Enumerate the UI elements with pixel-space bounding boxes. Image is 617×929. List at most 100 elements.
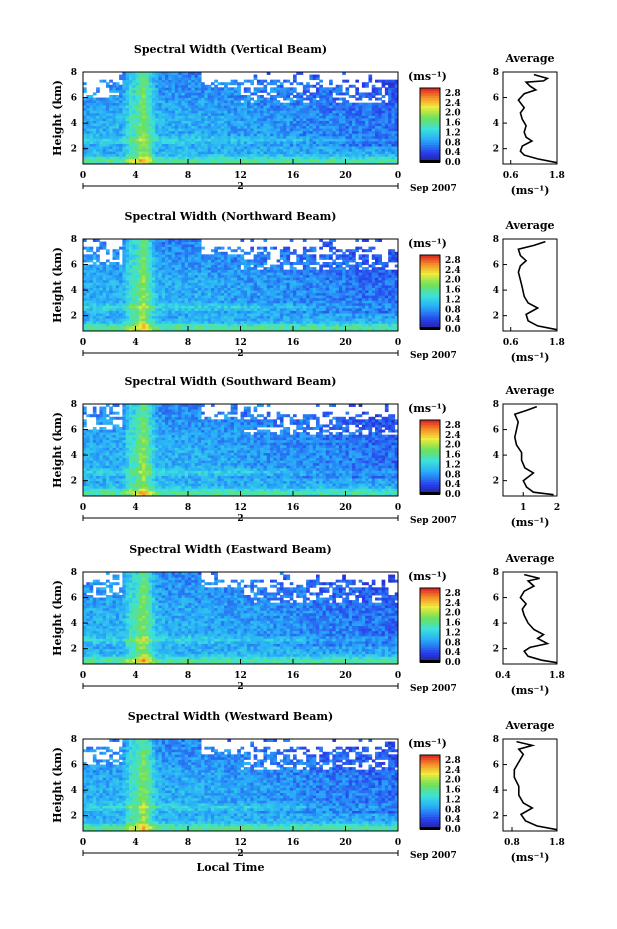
heatmap-cell bbox=[224, 315, 228, 319]
heatmap-cell bbox=[348, 120, 353, 124]
heatmap-cell bbox=[260, 325, 264, 329]
heatmap-cell bbox=[174, 123, 179, 127]
heatmap-cell bbox=[250, 295, 255, 299]
heatmap-cell bbox=[355, 120, 360, 124]
heatmap-cell bbox=[99, 297, 104, 301]
heatmap-cell bbox=[306, 97, 310, 101]
heatmap-cell bbox=[243, 262, 248, 265]
heatmap-cell bbox=[197, 264, 202, 268]
heatmap-cell bbox=[178, 141, 182, 144]
heatmap-cell bbox=[233, 308, 238, 311]
heatmap-cell bbox=[109, 279, 113, 283]
heatmap-cell bbox=[102, 274, 107, 278]
heatmap-cell bbox=[204, 84, 209, 88]
heatmap-cell bbox=[135, 272, 140, 276]
heatmap-cell bbox=[279, 102, 284, 106]
heatmap-cell bbox=[83, 300, 87, 304]
heatmap-cell bbox=[142, 287, 146, 291]
heatmap-cell bbox=[161, 123, 166, 127]
heatmap-cell bbox=[96, 267, 100, 271]
heatmap-cell bbox=[191, 84, 195, 88]
heatmap-cell bbox=[247, 259, 251, 263]
heatmap-cell bbox=[165, 158, 169, 162]
heatmap-cell bbox=[138, 156, 143, 160]
heatmap-cell bbox=[371, 123, 376, 127]
heatmap-cell bbox=[151, 84, 156, 88]
heatmap-cell bbox=[355, 156, 360, 160]
heatmap-cell bbox=[92, 295, 97, 299]
heatmap-cell bbox=[165, 277, 169, 281]
heatmap-cell bbox=[220, 97, 225, 101]
heatmap-cell bbox=[214, 125, 218, 129]
heatmap-cell bbox=[96, 305, 100, 309]
heatmap-cell bbox=[188, 82, 192, 86]
heatmap-cell bbox=[102, 318, 107, 322]
heatmap-cell bbox=[132, 246, 136, 250]
heatmap-cell bbox=[168, 133, 172, 137]
heatmap-cell bbox=[145, 259, 150, 263]
heatmap-cell bbox=[368, 118, 373, 121]
heatmap-cell bbox=[155, 302, 159, 306]
heatmap-cell bbox=[227, 123, 232, 127]
heatmap-cell bbox=[325, 141, 330, 144]
heatmap-cell bbox=[260, 141, 264, 144]
heatmap-cell bbox=[86, 153, 90, 157]
heatmap-cell bbox=[306, 158, 310, 162]
heatmap-cell bbox=[191, 249, 195, 253]
heatmap-cell bbox=[151, 269, 156, 273]
heatmap-cell bbox=[207, 156, 212, 160]
heatmap-cell bbox=[253, 320, 258, 324]
heatmap-cell bbox=[115, 264, 120, 268]
heatmap-cell bbox=[263, 325, 268, 329]
heatmap-cell bbox=[204, 92, 209, 96]
heatmap-cell bbox=[247, 279, 251, 283]
heatmap-cell bbox=[250, 292, 255, 296]
heatmap-cell bbox=[368, 161, 373, 165]
heatmap-cell bbox=[181, 264, 186, 268]
heatmap-cell bbox=[132, 241, 136, 245]
heatmap-cell bbox=[210, 254, 215, 258]
heatmap-cell bbox=[335, 118, 340, 121]
heatmap-cell bbox=[99, 115, 104, 119]
heatmap-cell bbox=[243, 277, 248, 281]
heatmap-cell bbox=[250, 318, 255, 322]
heatmap-cell bbox=[384, 143, 389, 147]
heatmap-cell bbox=[96, 112, 100, 116]
heatmap-cell bbox=[161, 262, 166, 265]
y-tick-label: 2 bbox=[71, 145, 77, 155]
heatmap-cell bbox=[96, 128, 100, 132]
heatmap-cell bbox=[171, 102, 176, 106]
heatmap-cell bbox=[263, 100, 268, 104]
heatmap-cell bbox=[119, 246, 123, 250]
heatmap-cell bbox=[296, 153, 300, 157]
heatmap-cell bbox=[368, 115, 373, 119]
heatmap-cell bbox=[394, 120, 399, 124]
heatmap-cell bbox=[102, 141, 107, 144]
heatmap-cell bbox=[86, 308, 90, 311]
heatmap-cell bbox=[384, 141, 389, 144]
heatmap-cell bbox=[309, 95, 314, 98]
heatmap-cell bbox=[263, 290, 268, 294]
heatmap-cell bbox=[329, 87, 333, 91]
heatmap-cell bbox=[92, 302, 97, 306]
heatmap-cell bbox=[115, 102, 120, 106]
heatmap-cell bbox=[89, 100, 94, 104]
heatmap-cell bbox=[224, 146, 228, 150]
heatmap-cell bbox=[171, 285, 176, 288]
heatmap-cell bbox=[125, 259, 130, 263]
heatmap-cell bbox=[174, 92, 179, 96]
heatmap-cell bbox=[161, 310, 166, 314]
heatmap-cell bbox=[102, 328, 107, 332]
heatmap-cell bbox=[204, 125, 209, 129]
heatmap-cell bbox=[188, 300, 192, 304]
heatmap-cell bbox=[181, 100, 186, 104]
heatmap-cell bbox=[161, 146, 166, 150]
heatmap-cell bbox=[256, 285, 261, 288]
heatmap-cell bbox=[289, 92, 294, 96]
heatmap-cell bbox=[322, 135, 327, 139]
heatmap-cell bbox=[138, 264, 143, 268]
heatmap-cell bbox=[227, 302, 232, 306]
heatmap-cell bbox=[214, 130, 218, 134]
heatmap-cell bbox=[83, 277, 87, 281]
heatmap-cell bbox=[83, 133, 87, 137]
